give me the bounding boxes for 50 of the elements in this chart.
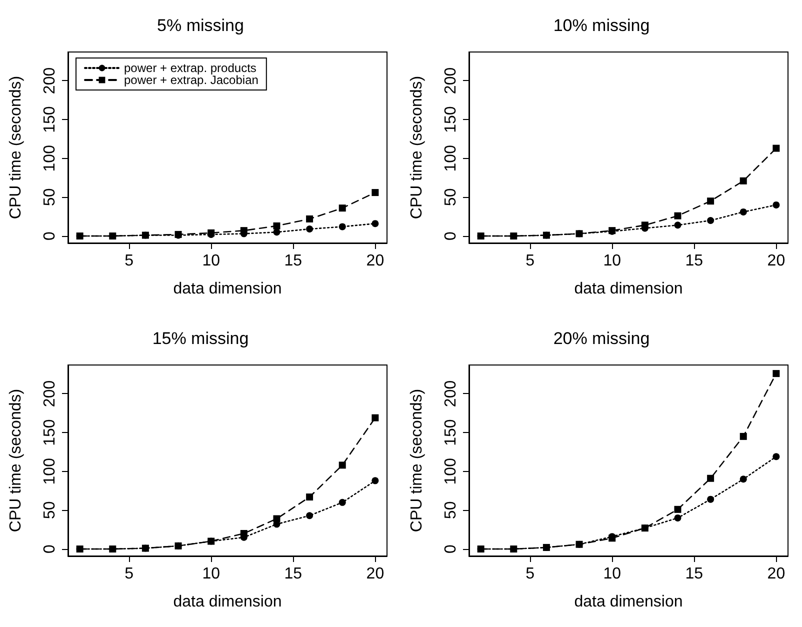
x-axis-title: data dimension xyxy=(173,594,282,610)
y-tick-label: 0 xyxy=(42,544,58,554)
x-tick-label: 15 xyxy=(284,566,302,582)
y-tick-label: 50 xyxy=(42,188,58,206)
x-tick-label: 15 xyxy=(284,252,302,270)
chart-title: 5% missing xyxy=(157,16,244,35)
y-axis-title: CPU time (seconds) xyxy=(8,76,24,220)
x-tick-label: 5 xyxy=(526,252,535,270)
x-tick-label: 5 xyxy=(124,566,134,582)
y-tick-label: 200 xyxy=(442,380,460,408)
y-tick-label: 150 xyxy=(442,419,460,446)
y-tick-label: 100 xyxy=(42,458,58,485)
y-tick-label: 150 xyxy=(42,419,58,446)
y-tick-label: 100 xyxy=(42,144,58,172)
chart-title: 20% missing xyxy=(553,329,650,348)
y-tick-label: 200 xyxy=(42,67,58,94)
x-tick-label: 20 xyxy=(767,252,786,270)
y-axis-title: CPU time (seconds) xyxy=(408,388,426,532)
y-tick-label: 100 xyxy=(442,144,460,172)
chart-title: 15% missing xyxy=(152,329,249,348)
y-tick-label: 100 xyxy=(442,458,460,485)
y-tick-label: 50 xyxy=(42,501,58,520)
chart-title: 10% missing xyxy=(553,16,650,35)
x-axis-title: data dimension xyxy=(574,280,683,298)
y-axis-title: CPU time (seconds) xyxy=(8,388,24,532)
y-tick-label: 0 xyxy=(442,544,460,554)
x-tick-label: 15 xyxy=(685,566,704,582)
y-axis-title: CPU time (seconds) xyxy=(408,76,426,220)
y-tick-label: 150 xyxy=(442,106,460,133)
x-tick-label: 20 xyxy=(366,252,384,270)
x-axis-title: data dimension xyxy=(173,280,282,298)
x-tick-label: 15 xyxy=(685,252,704,270)
y-tick-label: 50 xyxy=(442,501,460,520)
x-tick-label: 10 xyxy=(202,252,220,270)
x-tick-label: 10 xyxy=(603,566,622,582)
legend-label: power + extrap. products xyxy=(124,61,256,75)
x-tick-label: 10 xyxy=(603,252,622,270)
y-tick-label: 50 xyxy=(442,188,460,206)
y-tick-label: 200 xyxy=(442,67,460,94)
y-tick-label: 0 xyxy=(442,231,460,240)
x-tick-label: 5 xyxy=(124,252,134,270)
x-tick-label: 10 xyxy=(202,566,220,582)
legend-label: power + extrap. Jacobian xyxy=(124,73,258,87)
x-tick-label: 20 xyxy=(767,566,786,582)
x-axis-title: data dimension xyxy=(574,594,683,610)
y-tick-label: 150 xyxy=(42,106,58,133)
x-tick-label: 5 xyxy=(526,566,535,582)
y-tick-label: 200 xyxy=(42,380,58,408)
x-tick-label: 20 xyxy=(366,566,384,582)
y-tick-label: 0 xyxy=(42,231,58,240)
